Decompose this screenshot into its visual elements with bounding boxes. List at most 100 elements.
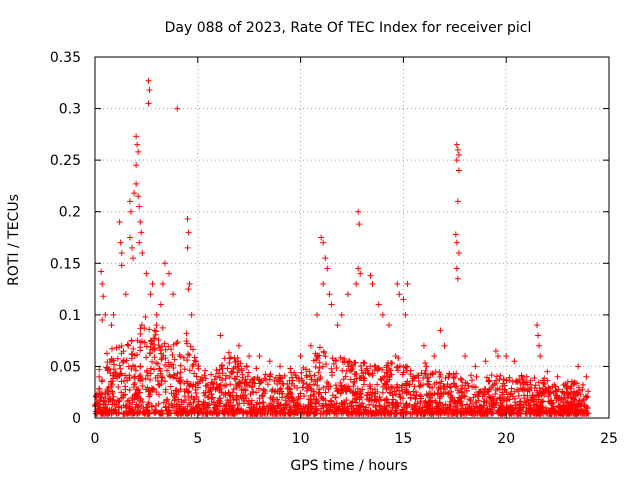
data-point-outlier bbox=[166, 270, 173, 277]
data-point bbox=[540, 390, 547, 397]
data-point bbox=[356, 394, 363, 401]
data-point bbox=[438, 378, 445, 385]
data-point bbox=[437, 371, 444, 378]
data-point bbox=[570, 397, 577, 404]
data-point bbox=[527, 381, 534, 388]
data-point-outlier bbox=[277, 363, 284, 370]
data-point bbox=[565, 410, 572, 417]
data-point-outlier bbox=[314, 311, 321, 318]
data-point-outlier bbox=[462, 353, 469, 360]
data-point bbox=[294, 396, 301, 403]
data-point bbox=[492, 391, 499, 398]
data-point bbox=[195, 398, 202, 405]
data-point bbox=[347, 388, 354, 395]
data-point bbox=[493, 396, 500, 403]
data-point bbox=[176, 351, 183, 358]
data-point bbox=[425, 399, 432, 406]
data-point bbox=[454, 387, 461, 394]
data-point bbox=[585, 388, 592, 395]
data-point bbox=[121, 377, 128, 384]
data-point bbox=[289, 395, 296, 402]
data-point bbox=[143, 343, 150, 350]
data-point bbox=[239, 374, 246, 381]
data-point bbox=[343, 388, 350, 395]
data-point bbox=[227, 354, 234, 361]
data-point bbox=[556, 403, 563, 410]
data-point bbox=[576, 408, 583, 415]
data-point bbox=[410, 375, 417, 382]
data-point bbox=[302, 366, 309, 373]
data-point bbox=[202, 367, 209, 374]
data-point bbox=[320, 408, 327, 415]
data-point bbox=[156, 344, 163, 351]
data-point bbox=[105, 366, 112, 373]
data-point-outlier bbox=[544, 368, 551, 375]
data-point bbox=[540, 380, 547, 387]
data-point bbox=[232, 359, 239, 366]
data-point bbox=[187, 343, 194, 350]
data-point bbox=[158, 377, 165, 384]
data-point bbox=[227, 407, 234, 414]
data-point bbox=[488, 406, 495, 413]
data-point bbox=[361, 360, 368, 367]
data-point bbox=[133, 401, 140, 408]
data-point-outlier bbox=[99, 280, 106, 287]
data-point bbox=[268, 406, 275, 413]
data-point bbox=[505, 410, 512, 417]
data-point-outlier bbox=[394, 280, 401, 287]
data-point bbox=[483, 374, 490, 381]
data-point bbox=[372, 403, 379, 410]
data-point bbox=[159, 374, 166, 381]
data-point bbox=[128, 355, 135, 362]
data-point bbox=[231, 355, 238, 362]
data-point bbox=[396, 390, 403, 397]
data-point bbox=[179, 408, 186, 415]
data-point bbox=[425, 392, 432, 399]
data-point bbox=[226, 359, 233, 366]
data-point bbox=[341, 401, 348, 408]
data-point-outlier bbox=[136, 239, 143, 246]
data-point bbox=[517, 379, 524, 386]
data-point bbox=[212, 386, 219, 393]
data-point bbox=[191, 354, 198, 361]
data-point bbox=[137, 372, 144, 379]
data-point bbox=[438, 409, 445, 416]
data-point bbox=[503, 389, 510, 396]
data-point bbox=[292, 372, 299, 379]
data-point bbox=[366, 371, 373, 378]
data-point bbox=[481, 398, 488, 405]
data-point bbox=[194, 384, 201, 391]
data-point bbox=[306, 368, 313, 375]
data-point bbox=[120, 410, 127, 417]
data-point bbox=[504, 396, 511, 403]
data-point bbox=[271, 377, 278, 384]
data-point-outlier bbox=[307, 342, 314, 349]
data-point bbox=[185, 409, 192, 416]
y-tick-label: 0 bbox=[72, 411, 81, 427]
data-point bbox=[186, 401, 193, 408]
data-point bbox=[467, 397, 474, 404]
data-point bbox=[208, 371, 215, 378]
data-point bbox=[172, 387, 179, 394]
data-point bbox=[523, 398, 530, 405]
data-point-outlier bbox=[130, 255, 137, 262]
data-point bbox=[545, 393, 552, 400]
data-point-outlier bbox=[217, 332, 224, 339]
data-point bbox=[511, 395, 518, 402]
data-point bbox=[114, 355, 121, 362]
data-point bbox=[497, 410, 504, 417]
data-point bbox=[328, 398, 335, 405]
data-point bbox=[184, 380, 191, 387]
data-point bbox=[160, 399, 167, 406]
data-point bbox=[335, 387, 342, 394]
data-point bbox=[366, 401, 373, 408]
data-point bbox=[536, 391, 543, 398]
data-point bbox=[139, 398, 146, 405]
data-point bbox=[144, 384, 151, 391]
data-point bbox=[504, 404, 511, 411]
data-point bbox=[352, 389, 359, 396]
data-point bbox=[559, 389, 566, 396]
data-point bbox=[169, 351, 176, 358]
data-point bbox=[524, 408, 531, 415]
data-point bbox=[318, 394, 325, 400]
